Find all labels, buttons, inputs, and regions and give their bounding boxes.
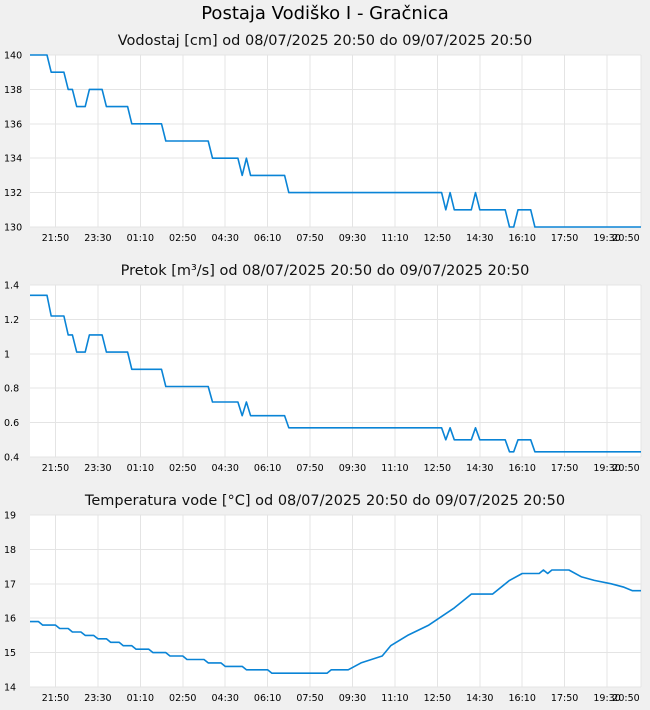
- y-tick-label: 130: [4, 223, 22, 234]
- x-tick-label: 01:10: [127, 233, 154, 244]
- discharge-chart: Pretok [m³/s] od 08/07/2025 20:50 do 09/…: [4, 263, 642, 474]
- x-tick-label: 19:30: [593, 693, 620, 704]
- x-tick-label: 23:30: [84, 463, 111, 474]
- x-tick-label: 01:10: [127, 463, 154, 474]
- y-tick-label: 16: [4, 614, 16, 625]
- x-tick-label: 14:30: [466, 693, 493, 704]
- x-tick-label: 19:30: [593, 463, 620, 474]
- y-tick-label: 140: [4, 51, 22, 62]
- series-line: [30, 54, 641, 228]
- y-tick-label: 138: [4, 85, 22, 96]
- y-tick-label: 134: [4, 154, 22, 165]
- x-tick-label: 02:50: [169, 463, 196, 474]
- x-tick-label: 17:50: [551, 693, 578, 704]
- y-tick-label: 1.2: [4, 315, 19, 326]
- chart-title: Temperatura vode [°C] od 08/07/2025 20:5…: [84, 493, 565, 509]
- x-tick-label: 09:30: [339, 463, 366, 474]
- x-tick-label: 02:50: [169, 693, 196, 704]
- x-tick-label: 06:10: [254, 693, 281, 704]
- x-tick-label: 21:50: [42, 463, 69, 474]
- chart-title: Vodostaj [cm] od 08/07/2025 20:50 do 09/…: [118, 33, 532, 49]
- y-tick-label: 14: [4, 683, 16, 694]
- x-tick-label: 07:50: [296, 693, 323, 704]
- x-tick-label: 12:50: [424, 693, 451, 704]
- x-tick-label: 06:10: [254, 233, 281, 244]
- chart-title: Pretok [m³/s] od 08/07/2025 20:50 do 09/…: [121, 263, 530, 279]
- plot-area: [30, 285, 641, 457]
- series-line: [30, 294, 641, 453]
- y-tick-label: 0.8: [4, 384, 19, 395]
- y-tick-label: 132: [4, 188, 22, 199]
- x-tick-label: 12:50: [424, 233, 451, 244]
- x-tick-label: 11:10: [381, 693, 408, 704]
- x-tick-label: 11:10: [381, 463, 408, 474]
- plot-area: [30, 515, 641, 687]
- plot-area: [30, 55, 641, 227]
- y-tick-label: 1.4: [4, 281, 19, 292]
- y-tick-label: 18: [4, 545, 16, 556]
- x-tick-label: 16:10: [508, 463, 535, 474]
- x-tick-label: 09:30: [339, 693, 366, 704]
- y-tick-label: 136: [4, 119, 22, 130]
- x-tick-label: 20:50: [612, 463, 639, 474]
- y-tick-label: 0.6: [4, 418, 19, 429]
- x-tick-label: 16:10: [508, 693, 535, 704]
- x-tick-label: 02:50: [169, 233, 196, 244]
- x-tick-label: 12:50: [424, 463, 451, 474]
- y-tick-label: 1: [4, 349, 10, 360]
- x-tick-label: 17:50: [551, 233, 578, 244]
- x-tick-label: 20:50: [612, 693, 639, 704]
- page-title: Postaja Vodiško I - Gračnica: [201, 3, 449, 24]
- x-tick-label: 19:30: [593, 233, 620, 244]
- x-tick-label: 20:50: [612, 233, 639, 244]
- x-tick-label: 07:50: [296, 463, 323, 474]
- x-tick-label: 07:50: [296, 233, 323, 244]
- y-tick-label: 0.4: [4, 453, 19, 464]
- x-tick-label: 09:30: [339, 233, 366, 244]
- series-line: [30, 569, 641, 674]
- y-tick-label: 17: [4, 579, 16, 590]
- x-tick-label: 01:10: [127, 693, 154, 704]
- x-tick-label: 04:30: [211, 233, 238, 244]
- water-level-chart: Vodostaj [cm] od 08/07/2025 20:50 do 09/…: [4, 33, 642, 244]
- x-tick-label: 14:30: [466, 233, 493, 244]
- x-tick-label: 23:30: [84, 693, 111, 704]
- x-tick-label: 16:10: [508, 233, 535, 244]
- x-tick-label: 06:10: [254, 463, 281, 474]
- x-tick-label: 17:50: [551, 463, 578, 474]
- water-temperature-chart: Temperatura vode [°C] od 08/07/2025 20:5…: [4, 493, 642, 704]
- x-tick-label: 04:30: [211, 693, 238, 704]
- x-tick-label: 04:30: [211, 463, 238, 474]
- y-tick-label: 19: [4, 511, 16, 522]
- x-tick-label: 23:30: [84, 233, 111, 244]
- x-tick-label: 14:30: [466, 463, 493, 474]
- x-tick-label: 21:50: [42, 233, 69, 244]
- x-tick-label: 21:50: [42, 693, 69, 704]
- x-tick-label: 11:10: [381, 233, 408, 244]
- y-tick-label: 15: [4, 648, 16, 659]
